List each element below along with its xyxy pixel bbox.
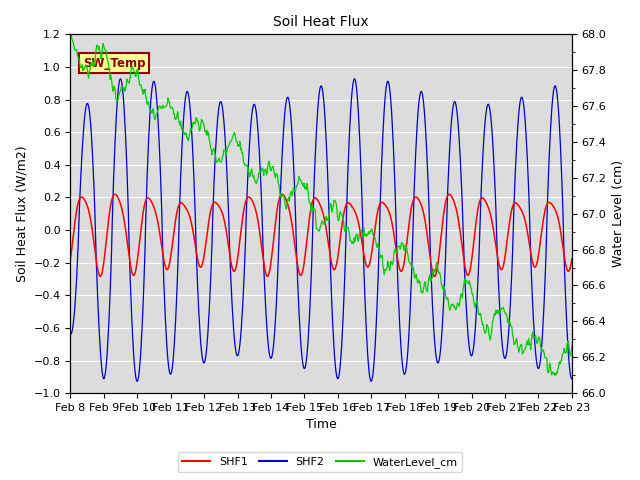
Line: WaterLevel_cm: WaterLevel_cm	[70, 29, 572, 375]
Title: Soil Heat Flux: Soil Heat Flux	[273, 15, 369, 29]
SHF2	[67, 331, 74, 337]
WaterLevel_cm	[205, 129, 212, 135]
SHF1	[67, 256, 74, 262]
SHF1	[397, 268, 405, 274]
SHF2	[367, 378, 375, 384]
SHF2	[179, 130, 186, 136]
SHF2	[128, 316, 136, 322]
Y-axis label: Water Level (cm): Water Level (cm)	[612, 160, 625, 267]
WaterLevel_cm	[396, 246, 404, 252]
SHF2	[116, 76, 124, 82]
SHF2	[383, 80, 391, 85]
SHF1	[128, 269, 136, 275]
SHF1	[383, 204, 390, 209]
Line: SHF2: SHF2	[70, 79, 572, 381]
SHF2	[568, 376, 576, 382]
WaterLevel_cm	[67, 26, 74, 32]
Text: SW_Temp: SW_Temp	[83, 57, 145, 70]
SHF2	[76, 204, 83, 209]
SHF1	[76, 196, 83, 202]
WaterLevel_cm	[550, 372, 558, 378]
WaterLevel_cm	[178, 127, 186, 133]
WaterLevel_cm	[568, 344, 576, 349]
Line: SHF1: SHF1	[70, 194, 572, 276]
SHF1	[431, 274, 438, 279]
SHF1	[205, 216, 213, 222]
X-axis label: Time: Time	[306, 419, 337, 432]
SHF2	[398, 354, 406, 360]
Y-axis label: Soil Heat Flux (W/m2): Soil Heat Flux (W/m2)	[15, 145, 28, 282]
SHF1	[568, 256, 576, 262]
WaterLevel_cm	[76, 58, 83, 63]
SHF1	[179, 201, 186, 206]
Legend: SHF1, SHF2, WaterLevel_cm: SHF1, SHF2, WaterLevel_cm	[178, 452, 462, 472]
SHF2	[205, 308, 213, 313]
WaterLevel_cm	[382, 267, 390, 273]
SHF1	[111, 192, 119, 197]
WaterLevel_cm	[127, 67, 135, 72]
